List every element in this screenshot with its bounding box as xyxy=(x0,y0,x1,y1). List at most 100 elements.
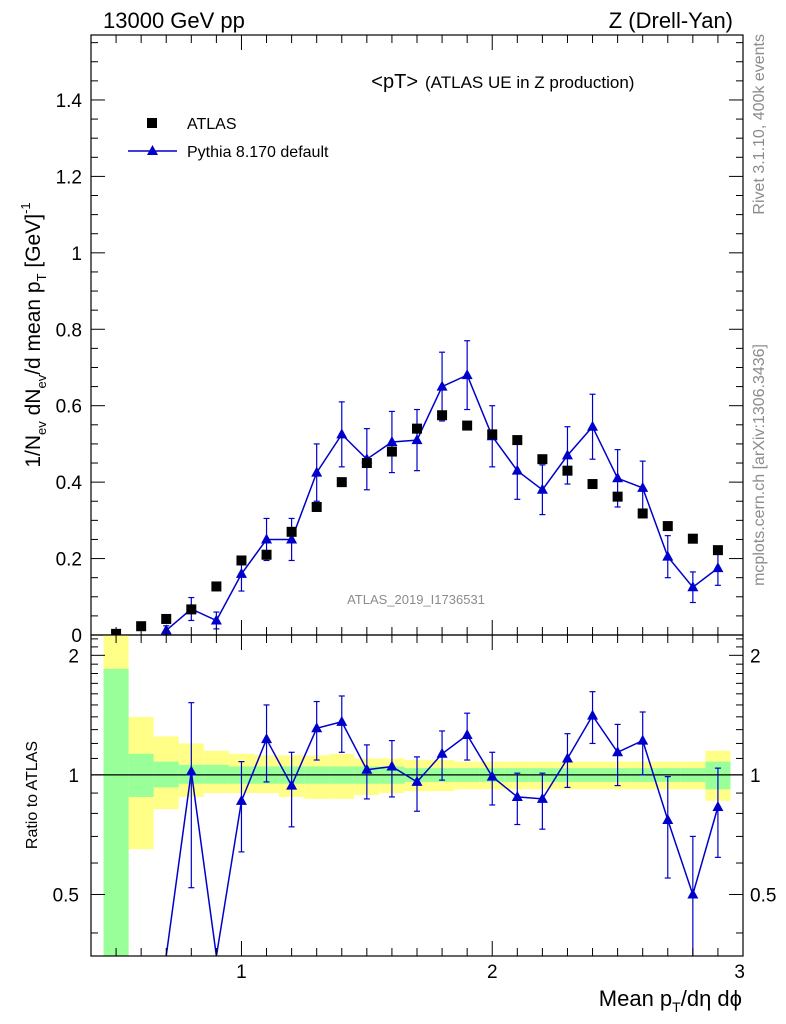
atlas-point xyxy=(311,501,322,512)
pythia-point xyxy=(461,369,473,380)
pythia-point xyxy=(311,466,323,477)
x-tick-label: 1 xyxy=(236,962,247,983)
analysis-watermark: ATLAS_2019_I1736531 xyxy=(347,592,485,607)
legend-pythia-label: Pythia 8.170 default xyxy=(187,144,329,161)
ratio-pythia-point xyxy=(185,765,197,776)
ratio-pythia-point xyxy=(486,770,498,781)
main-subtitle: (ATLAS UE in Z production) xyxy=(425,73,634,92)
ratio-pythia-point xyxy=(612,746,624,757)
atlas-point xyxy=(587,479,598,490)
ratio-pythia-point xyxy=(261,733,273,744)
ratio-pythia-point xyxy=(536,792,548,803)
pythia-point xyxy=(612,472,624,483)
pythia-point xyxy=(261,533,273,544)
atlas-point xyxy=(462,420,473,431)
legend-atlas-marker xyxy=(147,118,157,128)
main-y-axis-title: 1/Nev dNev/d mean pT [GeV]-1 xyxy=(18,202,49,467)
pythia-point xyxy=(536,483,548,494)
atlas-point xyxy=(612,491,623,502)
legend: ATLAS Pythia 8.170 default xyxy=(128,116,329,161)
main-title: <pT> xyxy=(371,71,418,93)
main-y-tick-label: 0.2 xyxy=(56,550,82,571)
ratio-pythia-point xyxy=(436,747,448,758)
ratio-pythia-point xyxy=(361,763,373,774)
atlas-point xyxy=(186,604,197,615)
main-y-tick-label: 1.4 xyxy=(56,91,83,112)
ratio-y-tick-label-left: 2 xyxy=(68,646,79,667)
ratio-pythia-point xyxy=(511,790,523,801)
ratio-pythia-point xyxy=(411,775,423,786)
ratio-panel: 0.5 0.5 1 1 2 2 1 2 3 Ratio to ATLAS Mean pT/dη … xyxy=(24,634,776,1015)
pythia-point xyxy=(637,481,649,492)
pythia-point xyxy=(662,550,674,561)
ratio-pythia-point xyxy=(637,734,649,745)
legend-pythia-marker xyxy=(147,145,158,155)
main-y-tick-label: 0.4 xyxy=(56,473,83,494)
ratio-y-tick-label-right: 0.5 xyxy=(750,885,776,906)
pythia-point xyxy=(587,420,599,431)
pythia-point xyxy=(235,567,247,578)
pythia-point xyxy=(210,614,222,625)
ratio-pythia-point xyxy=(687,888,699,899)
atlas-point xyxy=(662,521,673,532)
x-tick-label: 2 xyxy=(487,962,498,983)
ratio-y-tick-label-right: 1 xyxy=(750,766,761,787)
ratio-y-tick-label-left: 0.5 xyxy=(53,885,79,906)
atlas-point xyxy=(687,533,698,544)
main-y-tick-label: 0 xyxy=(71,626,82,647)
ratio-pythia-point xyxy=(311,722,323,733)
main-panel: 0 0.2 0.4 0.6 0.8 1 1.2 1.4 <pT> (ATLAS UE in Z… xyxy=(18,34,744,647)
pythia-point xyxy=(561,449,573,460)
atlas-point xyxy=(412,423,422,434)
ratio-pythia-point xyxy=(235,794,247,805)
pythia-point xyxy=(436,380,448,391)
ratio-pythia-point xyxy=(662,813,674,824)
rivet-version-text: Rivet 3.1.10, 400k events xyxy=(751,34,768,215)
atlas-point xyxy=(562,465,573,476)
atlas-point xyxy=(336,477,347,488)
ratio-band-inner xyxy=(103,668,129,956)
legend-atlas-label: ATLAS xyxy=(187,116,237,133)
ratio-band-inner xyxy=(203,764,229,784)
atlas-point xyxy=(637,508,648,519)
atlas-point xyxy=(512,435,523,446)
ratio-y-tick-label-left: 1 xyxy=(68,766,79,787)
atlas-point xyxy=(161,613,172,624)
pythia-point xyxy=(336,428,348,439)
ratio-pythia-point xyxy=(712,801,724,812)
atlas-point xyxy=(211,581,222,592)
atlas-point xyxy=(712,545,723,556)
header-right: Z (Drell-Yan) xyxy=(609,8,733,33)
atlas-point xyxy=(286,526,297,537)
main-y-tick-label: 1.2 xyxy=(56,167,82,188)
pythia-point xyxy=(411,434,423,445)
atlas-point xyxy=(136,621,147,632)
ratio-pythia-point xyxy=(561,752,573,763)
pythia-point xyxy=(386,436,398,447)
pythia-point xyxy=(687,581,699,592)
ratio-pythia-point xyxy=(336,715,348,726)
ratio-pythia-point xyxy=(461,729,473,740)
main-y-tick-label: 1 xyxy=(71,244,82,265)
x-tick-label: 3 xyxy=(734,962,745,983)
ratio-y-axis-title: Ratio to ATLAS xyxy=(24,741,41,849)
pythia-point xyxy=(286,533,298,544)
atlas-point xyxy=(386,446,397,457)
ratio-pythia-point xyxy=(587,709,599,720)
mcplots-credit-text: mcplots.cern.ch [arXiv:1306.3436] xyxy=(751,344,768,586)
pythia-point xyxy=(511,464,523,475)
atlas-point xyxy=(487,429,498,440)
ratio-pythia-point xyxy=(286,779,298,790)
x-axis-title: Mean pT/dη dϕ xyxy=(599,986,742,1015)
main-y-tick-label: 0.8 xyxy=(56,320,82,341)
header-left: 13000 GeV pp xyxy=(103,8,245,33)
pythia-point xyxy=(712,562,724,573)
ratio-y-tick-label-right: 2 xyxy=(750,646,761,667)
main-y-tick-label: 0.6 xyxy=(56,397,82,418)
atlas-point xyxy=(537,454,548,465)
atlas-point xyxy=(437,410,448,421)
atlas-point xyxy=(261,549,272,560)
atlas-point xyxy=(361,458,372,469)
ratio-pythia-point xyxy=(386,760,398,771)
